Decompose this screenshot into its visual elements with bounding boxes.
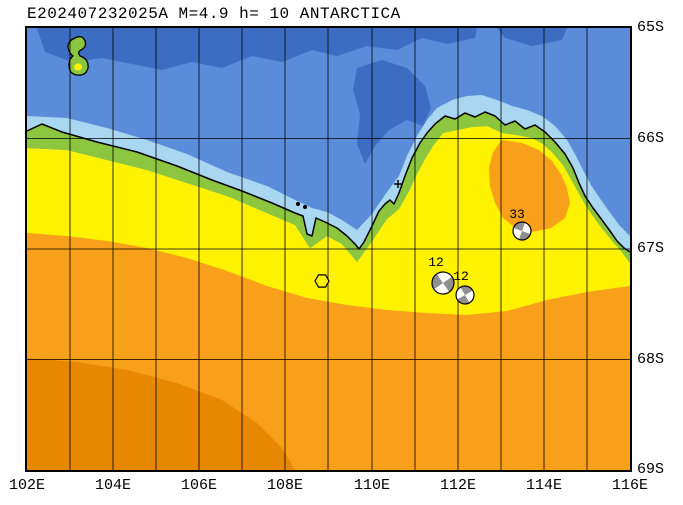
figure-title: E202407232025A M=4.9 h= 10 ANTARCTICA [27,5,401,23]
focal-mechanism-1-icon [512,221,532,241]
lat-tick-label: 66S [637,130,665,147]
lon-tick-label: 110E [353,477,390,494]
grid-lines [27,28,630,470]
shallow-water-layer [27,95,630,252]
deep-ocean-layer [37,28,567,164]
lat-tick-label: 65S [637,19,665,36]
lat-tick-label: 69S [637,461,665,478]
lon-tick-label: 106E [180,477,217,494]
lon-tick-label: 104E [94,477,131,494]
island [67,35,89,76]
coastline [27,111,630,253]
islets [296,180,402,209]
station-hexagon-icon [314,274,330,288]
lon-tick-label: 116E [611,477,648,494]
depth-label-2: 12 [428,255,444,270]
cape-orange-blob [489,140,570,232]
focal-mechanism-3-icon [455,285,475,305]
islet-cross [394,180,402,188]
depth-label-3: 12 [453,269,469,284]
depth-label-1: 33 [509,207,525,222]
highland-orange-dark-layer [27,358,295,470]
focal-mechanism-2-icon [431,271,455,295]
lon-tick-label: 112E [439,477,476,494]
map-canvas: 33 12 12 [27,28,630,470]
lon-tick-label: 108E [266,477,303,494]
lowland-green-layer [27,112,630,263]
map-frame: 33 12 12 [25,26,632,472]
lon-tick-label: 102E [8,477,45,494]
lat-tick-label: 68S [637,351,665,368]
lat-tick-label: 67S [637,240,665,257]
island-highland [74,63,82,71]
lon-tick-label: 114E [525,477,562,494]
